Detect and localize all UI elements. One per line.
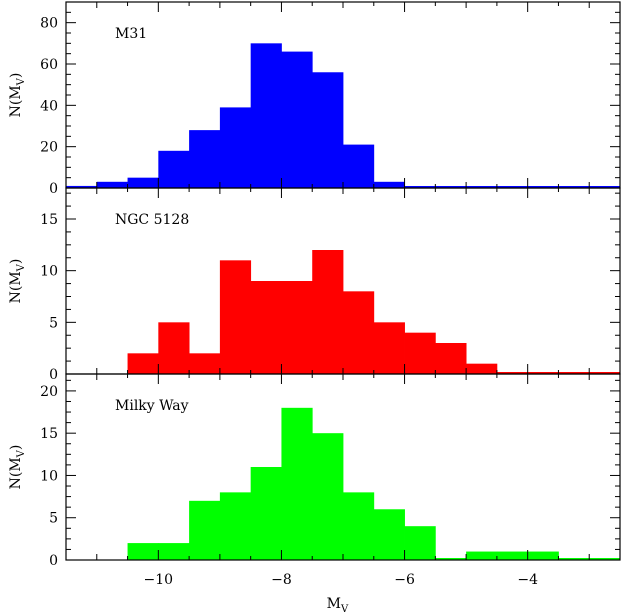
histogram-bar	[281, 407, 313, 560]
histogram-bar	[496, 551, 529, 560]
histogram-bar	[281, 51, 313, 188]
panel-label: Milky Way	[115, 398, 189, 414]
histogram-bar	[312, 433, 344, 560]
x-axis-label: MV	[327, 596, 349, 612]
y-tick-label: 15	[40, 426, 58, 442]
histogram-bar	[189, 130, 221, 188]
histogram-bar	[219, 492, 252, 560]
y-tick-label: 0	[49, 367, 58, 383]
y-tick-label: 0	[49, 553, 58, 569]
y-tick-label: 20	[40, 384, 58, 400]
histogram-bar	[404, 332, 436, 374]
y-tick-label: 15	[40, 212, 58, 228]
histogram-bar	[466, 363, 498, 374]
y-axis-label-main: N(M	[8, 271, 24, 303]
histogram-bar	[343, 492, 375, 560]
histogram-bar	[250, 43, 282, 188]
histogram-bar	[435, 343, 467, 374]
histogram-bar	[127, 353, 159, 374]
y-tick-label: 0	[49, 181, 58, 197]
x-axis-label-main: M	[327, 596, 341, 612]
histogram-bar	[312, 250, 344, 374]
histogram-bar	[343, 291, 375, 374]
y-tick-label: 60	[40, 57, 58, 73]
y-tick-label: 10	[40, 468, 58, 484]
y-tick-label: 80	[40, 16, 58, 32]
y-axis-label-subscript: V	[16, 77, 27, 86]
y-axis-label-subscript: V	[16, 449, 27, 458]
x-tick-label: −10	[144, 572, 174, 588]
histogram-bar	[158, 322, 190, 374]
x-tick-label: −4	[517, 572, 538, 588]
y-axis-label-close: )	[8, 259, 24, 264]
histogram-bar	[373, 181, 405, 188]
y-axis-label: N(MV)	[8, 259, 27, 304]
y-tick-label: 5	[49, 315, 58, 331]
panel-label: NGC 5128	[115, 212, 189, 228]
histogram-bar	[189, 353, 221, 374]
histogram-bar	[96, 181, 128, 188]
histogram-bar	[312, 72, 344, 188]
histogram-bar	[158, 543, 190, 560]
x-tick-label: −8	[271, 572, 292, 588]
x-axis-label-subscript: V	[340, 604, 349, 612]
y-axis-label: N(MV)	[8, 73, 27, 118]
histogram-bar	[250, 467, 282, 560]
x-tick-label: −6	[394, 572, 415, 588]
histogram-bar	[373, 322, 405, 374]
histogram-bar	[66, 185, 98, 188]
histogram-bar	[127, 177, 159, 188]
histogram-bar	[281, 281, 313, 374]
y-axis-label-subscript: V	[16, 263, 27, 272]
y-axis-label-main: N(M	[8, 457, 24, 489]
histogram-bar	[250, 281, 282, 374]
y-axis-label-close: )	[8, 73, 24, 78]
histogram-bar	[404, 526, 436, 560]
histogram-bar	[189, 500, 221, 560]
histogram-bar	[343, 144, 375, 188]
histogram-bar	[527, 551, 559, 560]
histogram-bar	[219, 260, 252, 374]
y-tick-label: 20	[40, 140, 58, 156]
histogram-bar	[158, 150, 190, 188]
panel-label: M31	[115, 26, 147, 42]
y-axis-label: N(MV)	[8, 445, 27, 490]
y-tick-label: 10	[40, 264, 58, 280]
histogram-bar	[373, 509, 405, 560]
histogram-bar	[466, 551, 498, 560]
y-tick-label: 5	[49, 511, 58, 527]
histogram-bar	[127, 543, 159, 560]
y-axis-label-close: )	[8, 445, 24, 450]
histogram-bar	[219, 107, 252, 188]
y-tick-label: 40	[40, 98, 58, 114]
y-axis-label-main: N(M	[8, 85, 24, 117]
